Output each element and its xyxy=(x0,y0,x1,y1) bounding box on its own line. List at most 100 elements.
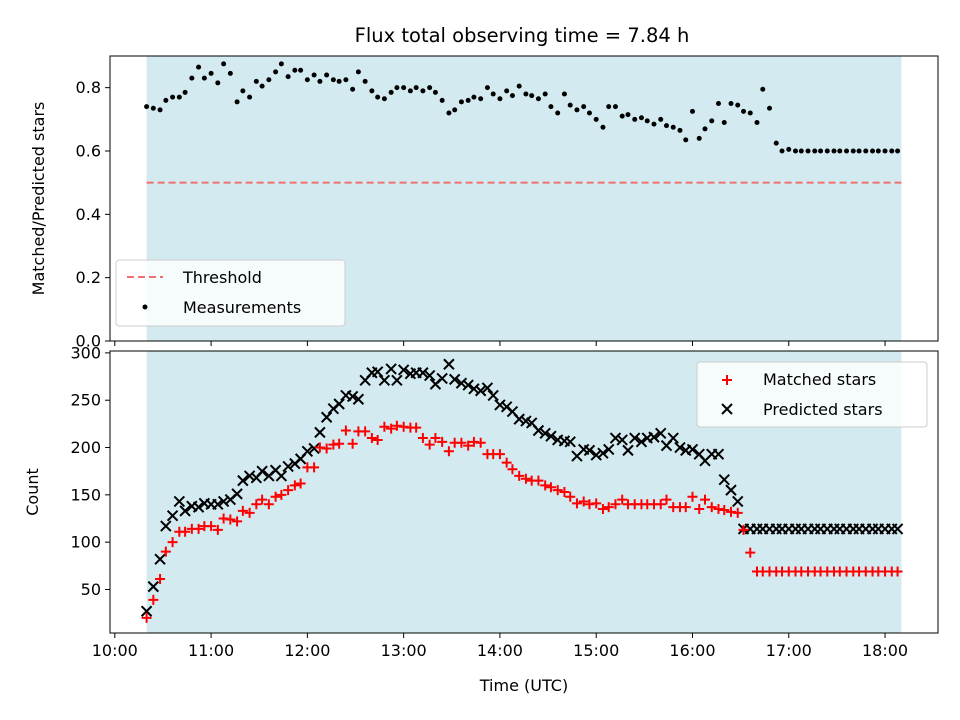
predicted-star-point xyxy=(237,474,249,487)
predicted-star-point xyxy=(603,443,615,456)
matched-star-point xyxy=(411,422,422,433)
measurement-point xyxy=(644,118,650,124)
matched-star-point xyxy=(206,521,217,532)
measurement-point xyxy=(182,89,188,95)
matched-star-point xyxy=(276,489,287,500)
measurement-point xyxy=(606,104,612,110)
measurement-point xyxy=(702,126,708,132)
matched-star-point xyxy=(700,494,711,505)
y-tick-label: 0.0 xyxy=(76,332,101,351)
y-tick-label: 50 xyxy=(81,580,101,599)
measurement-point xyxy=(786,146,792,152)
measurement-point xyxy=(793,148,799,154)
matched-star-point xyxy=(417,433,428,444)
y-tick-label: 0.2 xyxy=(76,268,101,287)
measurement-point xyxy=(240,88,246,94)
legend-measurements-swatch xyxy=(142,304,148,310)
measurement-point xyxy=(773,140,779,146)
measurement-point xyxy=(850,148,856,154)
predicted-star-point xyxy=(352,393,365,405)
measurement-point xyxy=(324,72,330,78)
top-legend-box xyxy=(115,259,346,327)
matched-star-point xyxy=(603,502,614,513)
measurement-point xyxy=(478,96,484,102)
predicted-star-point xyxy=(391,374,403,387)
predicted-star-point xyxy=(217,495,230,508)
matched-star-point xyxy=(360,426,371,437)
bottom-axes-frame xyxy=(109,350,939,634)
matched-star-point xyxy=(514,470,525,481)
measurement-point xyxy=(427,85,433,91)
measurement-point xyxy=(875,148,881,154)
predicted-star-point xyxy=(275,470,288,482)
measurement-point xyxy=(677,127,683,133)
predicted-star-point xyxy=(147,580,160,593)
matched-star-point xyxy=(347,438,358,449)
measurement-point xyxy=(709,118,715,124)
predicted-star-point xyxy=(590,449,602,461)
legend-predicted-marker xyxy=(721,403,733,415)
predicted-star-point xyxy=(462,379,474,391)
measurement-point xyxy=(747,110,753,116)
measurement-point xyxy=(163,97,169,103)
matched-star-point xyxy=(372,434,383,445)
matched-star-point xyxy=(694,504,705,515)
matched-star-point xyxy=(661,494,672,505)
predicted-star-point xyxy=(481,382,494,394)
measurement-point xyxy=(259,83,265,89)
measurement-point xyxy=(362,78,368,84)
predicted-star-point xyxy=(635,436,648,448)
measurement-point xyxy=(844,148,850,154)
measurement-point xyxy=(196,64,202,70)
measurement-point xyxy=(157,107,163,113)
matched-star-point xyxy=(289,480,300,491)
measurement-point xyxy=(593,116,599,122)
top-y-axis-label: Matched/Predicted stars xyxy=(29,102,48,296)
measurement-point xyxy=(234,99,240,105)
measurement-point xyxy=(330,77,336,83)
measurement-point xyxy=(523,91,529,97)
predicted-star-point xyxy=(732,495,744,508)
x-tick-label: 18:00 xyxy=(862,641,908,660)
measurement-point xyxy=(420,88,426,94)
matched-star-point xyxy=(597,504,608,515)
matched-star-point xyxy=(610,499,621,510)
measurement-point xyxy=(728,101,734,106)
matched-star-point xyxy=(591,498,602,509)
matched-star-point xyxy=(424,439,435,450)
predicted-star-point xyxy=(166,509,179,522)
measurement-point xyxy=(535,96,541,102)
predicted-star-point xyxy=(417,367,429,379)
measurement-point xyxy=(150,105,156,111)
measurement-point xyxy=(715,101,721,106)
matched-star-point xyxy=(617,494,628,505)
measurement-point xyxy=(292,67,298,73)
predicted-star-point xyxy=(140,605,153,617)
matched-star-point xyxy=(251,499,262,510)
measurement-point xyxy=(170,94,176,100)
predicted-star-point xyxy=(397,364,410,376)
predicted-star-point xyxy=(378,374,391,387)
matched-star-point xyxy=(295,478,306,489)
y-tick-label: 200 xyxy=(70,438,101,457)
y-tick-label: 150 xyxy=(70,485,101,504)
predicted-star-point xyxy=(160,520,172,532)
predicted-star-point xyxy=(718,473,730,486)
measurement-point xyxy=(683,137,689,143)
predicted-star-point xyxy=(655,427,667,440)
measurement-point xyxy=(273,69,279,75)
measurement-point xyxy=(529,93,535,99)
measurement-point xyxy=(670,124,676,130)
measurement-point xyxy=(663,123,669,129)
measurement-point xyxy=(612,104,618,110)
legend-predicted-label: Predicted stars xyxy=(763,400,883,419)
matched-star-point xyxy=(263,499,274,510)
matched-star-point xyxy=(232,516,243,527)
measurement-point xyxy=(253,78,259,84)
measurement-point xyxy=(144,104,150,110)
predicted-star-point xyxy=(513,413,525,425)
measurement-point xyxy=(215,80,221,86)
bottom-legend-box xyxy=(696,361,928,428)
measurement-point xyxy=(561,91,567,97)
predicted-star-point xyxy=(231,488,243,500)
